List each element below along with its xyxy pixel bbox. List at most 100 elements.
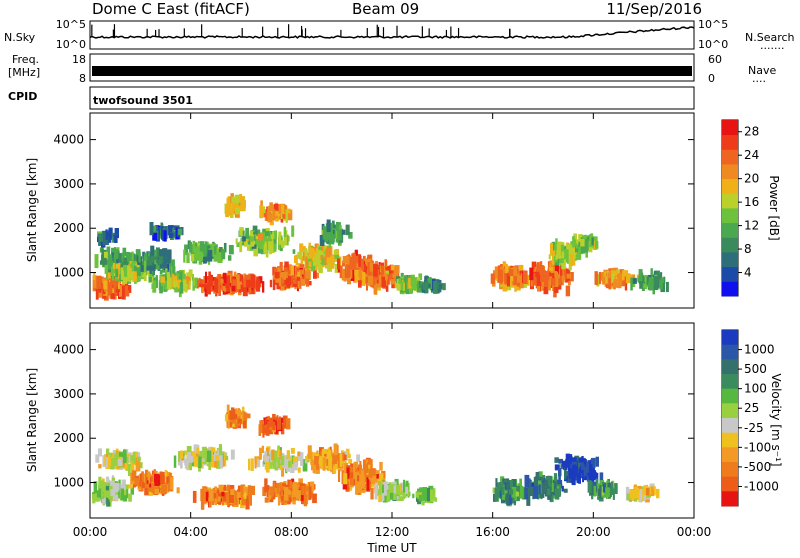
colorbar-swatch <box>722 344 738 360</box>
noise-right-dots: ....... <box>760 39 784 52</box>
heatmap-cell <box>305 256 308 269</box>
heatmap-cell <box>548 254 551 260</box>
heatmap-cell <box>296 490 301 500</box>
heatmap-cell <box>145 474 148 488</box>
heatmap-cell <box>116 286 122 296</box>
heatmap-cell <box>272 209 276 220</box>
heatmap-cell <box>142 251 146 260</box>
heatmap-cell <box>439 284 442 290</box>
heatmap-cell <box>288 460 292 468</box>
heatmap-cell <box>243 420 247 428</box>
heatmap-cell <box>159 269 163 275</box>
heatmap-cell <box>299 243 304 253</box>
heatmap-cell <box>221 460 225 467</box>
heatmap-cell <box>360 258 365 272</box>
heatmap-cell <box>120 285 125 299</box>
heatmap-cell <box>403 276 408 283</box>
heatmap-cell <box>338 235 341 245</box>
heatmap-cell <box>250 458 254 471</box>
heatmap-cell <box>593 470 597 480</box>
colorbar-tick-label: 28 <box>744 125 759 139</box>
heatmap-cell <box>149 260 154 271</box>
colorbar-swatch <box>722 462 738 478</box>
heatmap-cell <box>353 462 356 475</box>
heatmap-cell <box>590 475 595 485</box>
heatmap-cell <box>167 249 172 264</box>
heatmap-cell <box>351 253 356 268</box>
heatmap-cell <box>501 487 505 495</box>
heatmap-cell <box>408 277 412 289</box>
heatmap-cell <box>153 469 157 476</box>
heatmap-cell <box>172 227 175 234</box>
heatmap-cell <box>130 486 134 495</box>
heatmap-cell <box>189 241 192 253</box>
y-tick-label: 2000 <box>53 431 84 445</box>
heatmap-cell <box>639 488 643 503</box>
heatmap-cell <box>358 471 361 483</box>
heatmap-cell <box>153 473 159 487</box>
heatmap-cell <box>516 485 521 492</box>
heatmap-cell <box>611 273 615 282</box>
heatmap-cell <box>634 486 638 498</box>
heatmap-cell <box>369 271 373 280</box>
heatmap-cell <box>214 486 218 494</box>
heatmap-cell <box>106 269 112 274</box>
heatmap-cell <box>221 249 226 260</box>
heatmap-cell <box>276 449 281 463</box>
heatmap-cell <box>168 232 174 239</box>
heatmap-cell <box>250 274 256 288</box>
heatmap-cell <box>495 478 498 489</box>
heatmap-cell <box>282 483 286 489</box>
heatmap-cell <box>583 241 589 253</box>
heatmap-cell <box>348 232 353 239</box>
heatmap-cell <box>334 263 339 273</box>
heatmap-cell <box>306 485 311 491</box>
heatmap-cell <box>582 235 587 241</box>
heatmap-cell <box>192 490 197 503</box>
heatmap-cell <box>304 458 308 464</box>
heatmap-cell <box>570 463 574 469</box>
heatmap-cell <box>324 256 328 265</box>
heatmap-cell <box>280 424 285 435</box>
heatmap-cell <box>326 227 331 241</box>
heatmap-cell <box>114 453 119 467</box>
heatmap-cell <box>418 495 423 501</box>
heatmap-cell <box>555 238 558 251</box>
heatmap-cell <box>122 270 128 284</box>
heatmap-cell <box>629 489 633 499</box>
colorbar-tick-label: 500 <box>744 362 767 376</box>
heatmap-cell <box>354 269 360 282</box>
station-title: Dome C East (fitACF) <box>92 0 250 18</box>
heatmap-cell <box>271 449 275 461</box>
heatmap-cell <box>267 213 273 223</box>
heatmap-cell <box>319 456 323 467</box>
heatmap-cell <box>173 455 177 468</box>
y-tick-label: 4000 <box>53 343 84 357</box>
heatmap-cell <box>363 277 369 283</box>
heatmap-cell <box>140 265 146 272</box>
heatmap-cell <box>565 285 571 297</box>
heatmap-cell <box>433 286 438 293</box>
heatmap-cell <box>511 487 516 498</box>
heatmap-cell <box>324 463 329 469</box>
heatmap-cell <box>551 241 555 251</box>
heatmap-cell <box>316 254 321 266</box>
heatmap-cell <box>146 256 150 266</box>
power-y-axis-label: Slant Range [km] <box>25 158 39 262</box>
heatmap-cell <box>571 457 577 462</box>
colorbar-tick-label: -500 <box>744 460 771 474</box>
heatmap-cell <box>648 278 654 291</box>
heatmap-cell <box>507 491 513 505</box>
heatmap-cell <box>562 267 567 280</box>
heatmap-cell <box>246 279 251 288</box>
colorbar-tick-label: -1000 <box>744 479 779 493</box>
heatmap-cell <box>338 470 341 482</box>
heatmap-cell <box>428 489 434 503</box>
heatmap-cell <box>103 280 108 290</box>
colorbar-tick-label: -100 <box>744 440 771 454</box>
heatmap-cell <box>389 264 393 278</box>
heatmap-cell <box>158 256 163 263</box>
heatmap-cell <box>370 488 374 500</box>
heatmap-cell <box>422 487 427 501</box>
heatmap-cell <box>360 475 365 489</box>
